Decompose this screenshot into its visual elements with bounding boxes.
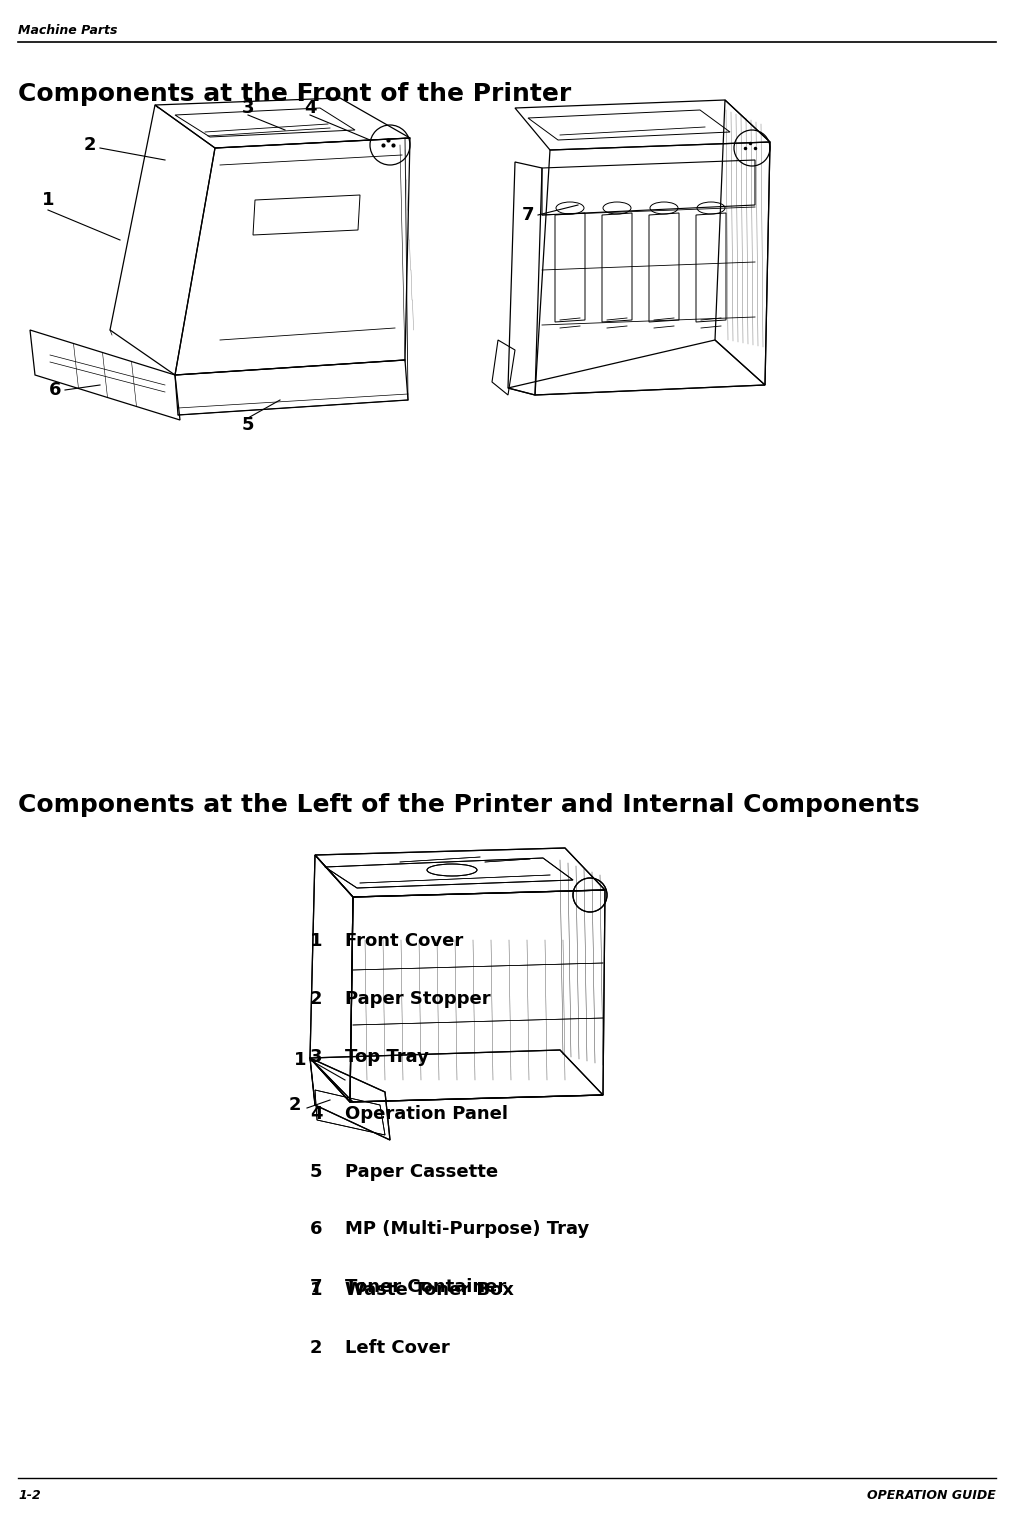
Text: Operation Panel: Operation Panel [345, 1105, 508, 1123]
Text: 7: 7 [522, 206, 534, 224]
Text: Front Cover: Front Cover [345, 932, 463, 951]
Text: 4: 4 [310, 1105, 322, 1123]
Text: 2: 2 [310, 990, 322, 1008]
Text: 2: 2 [289, 1096, 301, 1114]
Text: 5: 5 [241, 415, 255, 434]
Text: 6: 6 [49, 381, 61, 399]
Text: Machine Parts: Machine Parts [18, 24, 118, 38]
Text: 6: 6 [310, 1220, 322, 1239]
Text: Toner Container: Toner Container [345, 1278, 506, 1296]
Text: Paper Stopper: Paper Stopper [345, 990, 491, 1008]
Text: 4: 4 [304, 99, 316, 117]
Text: Waste Toner Box: Waste Toner Box [345, 1281, 514, 1299]
Text: Components at the Left of the Printer and Internal Components: Components at the Left of the Printer an… [18, 793, 920, 817]
Text: 7: 7 [310, 1278, 322, 1296]
Text: OPERATION GUIDE: OPERATION GUIDE [867, 1489, 996, 1502]
Text: 1-2: 1-2 [18, 1489, 41, 1502]
Text: Left Cover: Left Cover [345, 1339, 450, 1357]
Text: 3: 3 [241, 99, 255, 117]
Text: Paper Cassette: Paper Cassette [345, 1163, 498, 1181]
Text: 5: 5 [310, 1163, 322, 1181]
Text: 1: 1 [310, 932, 322, 951]
Text: 1: 1 [42, 191, 55, 209]
Text: Components at the Front of the Printer: Components at the Front of the Printer [18, 82, 572, 106]
Text: Top Tray: Top Tray [345, 1048, 429, 1066]
Text: 3: 3 [310, 1048, 322, 1066]
Text: 1: 1 [310, 1281, 322, 1299]
Text: 2: 2 [84, 136, 96, 155]
Text: 1: 1 [294, 1051, 306, 1069]
Text: MP (Multi-Purpose) Tray: MP (Multi-Purpose) Tray [345, 1220, 589, 1239]
Text: 2: 2 [310, 1339, 322, 1357]
